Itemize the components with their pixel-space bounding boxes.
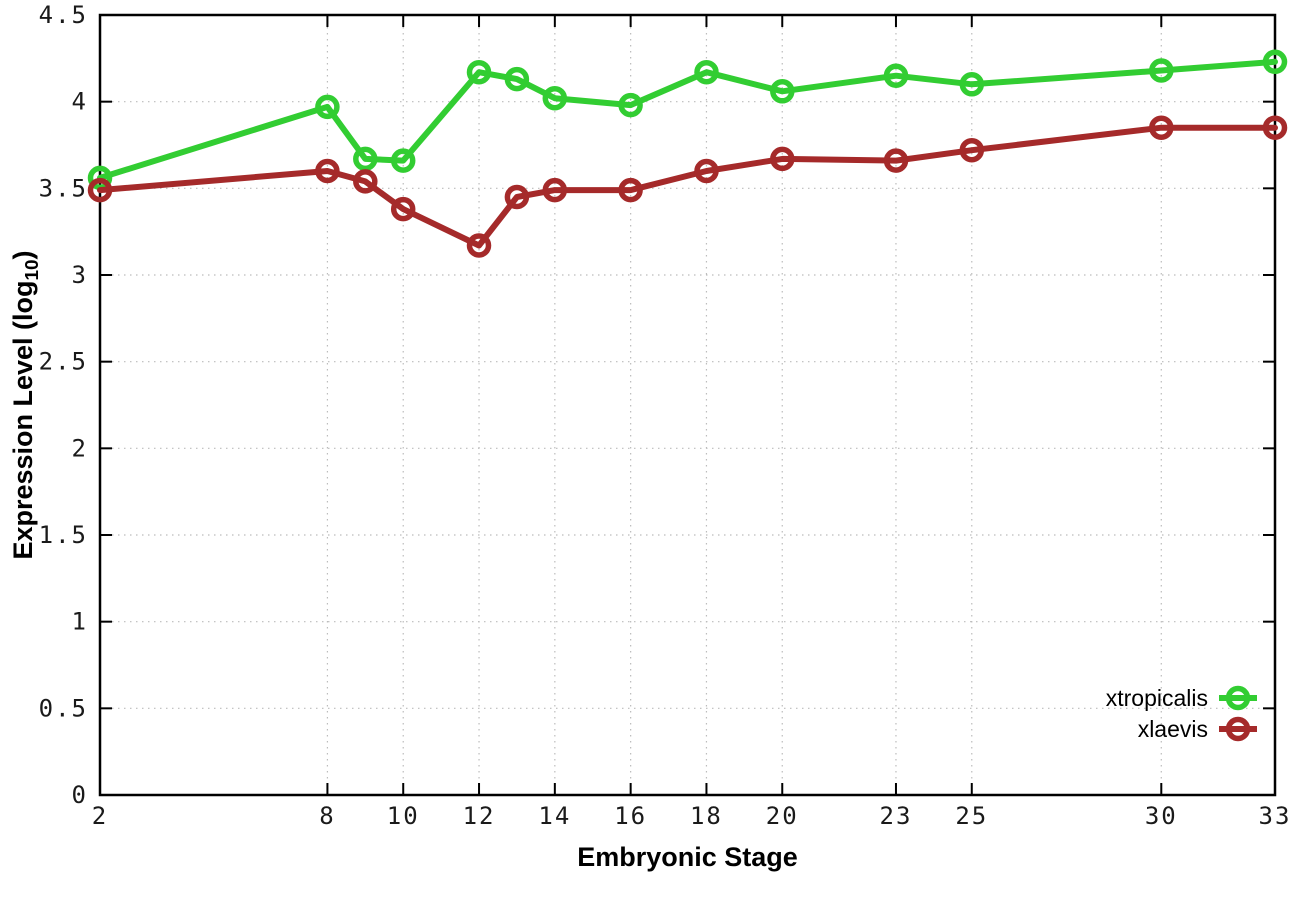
x-tick-label: 14 <box>538 802 571 830</box>
x-tick-label: 20 <box>766 802 799 830</box>
data-point-xtropicalis <box>770 79 795 104</box>
data-point-xtropicalis <box>504 66 530 92</box>
data-point-xtropicalis <box>1149 58 1174 83</box>
gridlines <box>100 15 1275 795</box>
data-point-xtropicalis <box>315 94 340 120</box>
data-point-xtropicalis <box>883 63 909 88</box>
y-tick-label: 2.5 <box>39 348 88 376</box>
x-tick-label: 33 <box>1259 802 1292 830</box>
series-line-xtropicalis <box>97 58 1278 181</box>
x-tick-label: 18 <box>690 802 723 830</box>
data-point-xlaevis <box>87 177 113 203</box>
y-axis-title-close: ) <box>7 250 38 260</box>
x-tick-label: 12 <box>463 802 496 830</box>
data-point-xlaevis <box>959 137 985 163</box>
data-point-xtropicalis <box>618 92 643 118</box>
data-point-xtropicalis <box>353 146 378 172</box>
data-point-xtropicalis <box>1262 49 1288 75</box>
data-point-xtropicalis <box>390 148 416 173</box>
series-xlaevis <box>87 115 1288 258</box>
data-point-xlaevis <box>770 146 795 172</box>
y-tick-label: 4 <box>72 88 88 116</box>
y-axis-title-subscript: 10 <box>22 259 44 281</box>
y-tick-label: 2 <box>72 434 88 462</box>
plot-border <box>98 13 1277 797</box>
legend: xtropicalis xlaevis <box>1106 684 1258 743</box>
y-tick-label: 0.5 <box>39 694 88 722</box>
x-tick-label: 30 <box>1145 802 1178 830</box>
legend-label-xtropicalis: xtropicalis <box>1105 685 1208 711</box>
x-tick-label: 2 <box>92 802 108 830</box>
data-point-xlaevis <box>1262 115 1288 140</box>
legend-item-xtropicalis: xtropicalis <box>1106 684 1258 712</box>
y-tick-label: 3 <box>72 261 88 289</box>
x-axis-title: Embryonic Stage <box>577 842 798 872</box>
y-axis-title: Expression Level (log10) <box>8 250 44 559</box>
data-point-xlaevis <box>694 158 719 184</box>
data-point-xtropicalis <box>542 85 568 111</box>
legend-label-xlaevis: xlaevis <box>1137 716 1208 742</box>
x-tick-label: 16 <box>614 802 647 830</box>
data-point-xlaevis <box>466 233 492 258</box>
tick-marks <box>99 14 1276 796</box>
y-tick-label: 4.5 <box>39 1 88 29</box>
data-point-xlaevis <box>883 148 909 173</box>
data-point-xtropicalis <box>959 72 985 97</box>
legend-marker-xtropicalis-icon <box>1219 685 1257 711</box>
legend-item-xlaevis: xlaevis <box>1138 715 1258 743</box>
y-tick-label: 3.5 <box>39 174 88 202</box>
legend-marker-xlaevis-icon <box>1219 716 1257 742</box>
data-point-xlaevis <box>390 196 416 222</box>
series-line-xlaevis <box>97 124 1278 249</box>
data-point-xlaevis <box>1149 115 1174 140</box>
x-tick-label: 23 <box>880 802 913 830</box>
x-tick-label: 25 <box>955 802 988 830</box>
series-xtropicalis <box>87 49 1288 191</box>
data-point-xlaevis <box>618 177 643 203</box>
data-point-xtropicalis <box>694 59 719 85</box>
x-tick-label: 8 <box>319 802 335 830</box>
tick-labels: 2 8 10 12 14 16 18 20 23 25 30 33 0 0.5 1 1.5 2 2.5 3 3.5 4 4… <box>39 1 1292 830</box>
x-tick-label: 10 <box>387 802 420 830</box>
y-axis-title-text: Expression Level (log <box>7 280 38 560</box>
data-point-xlaevis <box>504 184 530 210</box>
data-point-xlaevis <box>353 169 378 194</box>
y-tick-label: 1 <box>72 608 88 636</box>
data-point-xlaevis <box>315 158 340 184</box>
data-point-xtropicalis <box>466 59 492 85</box>
data-point-xlaevis <box>542 177 568 203</box>
y-tick-label: 0 <box>72 781 88 809</box>
y-tick-label: 1.5 <box>39 521 88 549</box>
